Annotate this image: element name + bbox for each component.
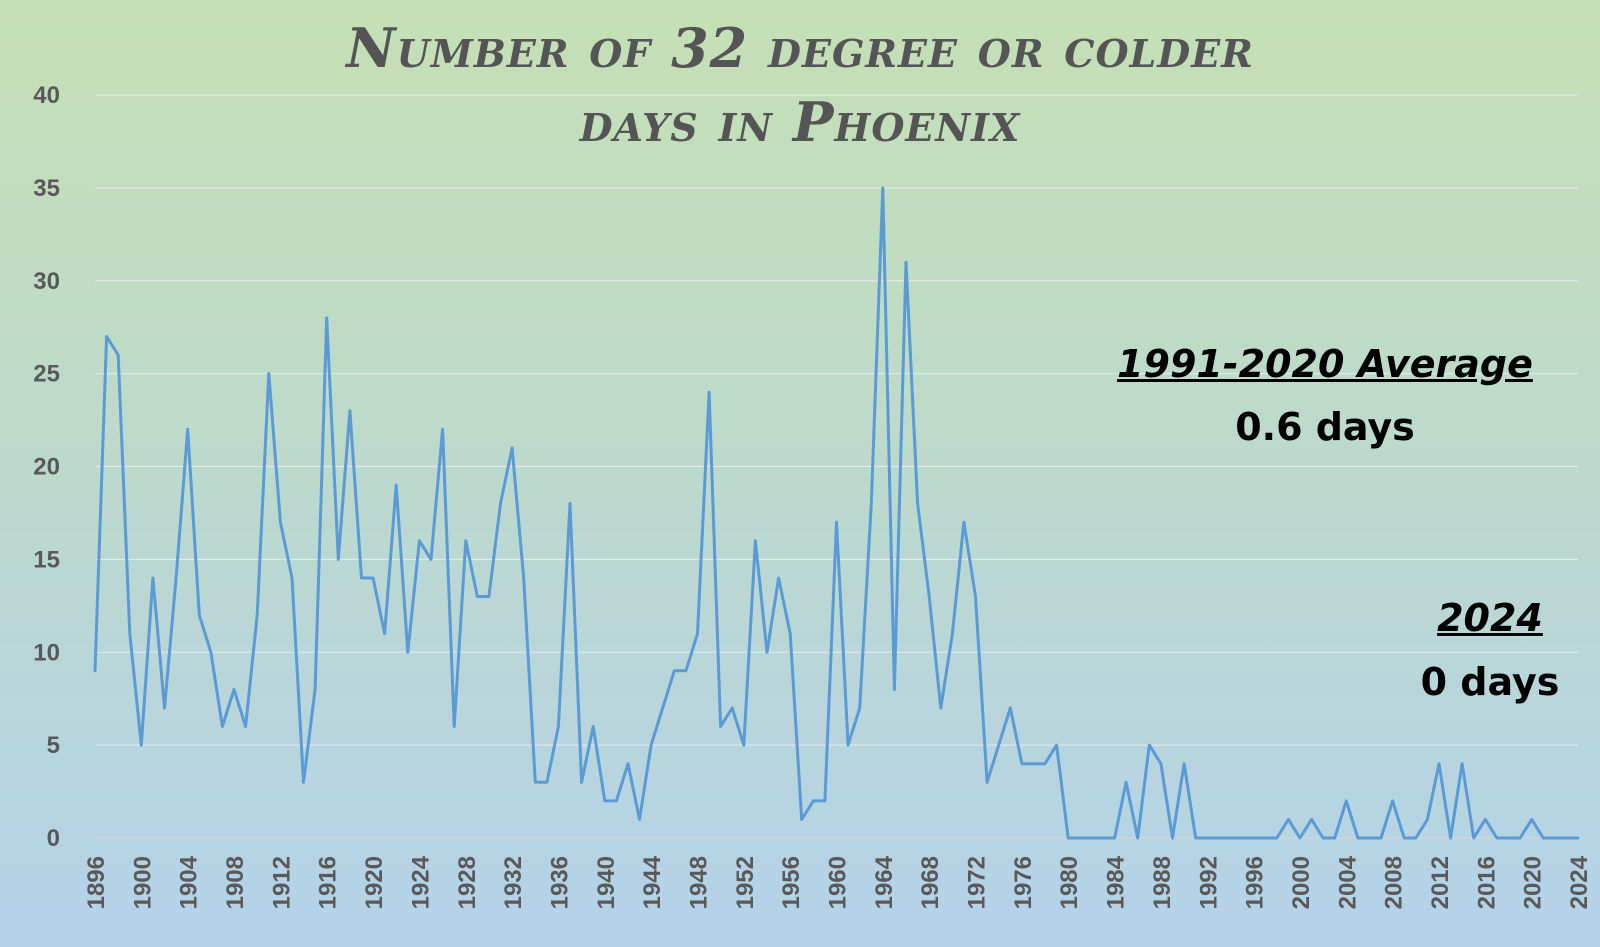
x-tick-label: 1912: [268, 856, 295, 909]
y-tick-label: 0: [47, 825, 60, 852]
x-tick-label: 2000: [1288, 856, 1315, 909]
x-tick-label: 1908: [222, 856, 249, 909]
chart-title-line-2: days in Phoenix: [579, 90, 1021, 154]
x-tick-label: 1992: [1195, 856, 1222, 909]
y-tick-label: 30: [33, 268, 60, 295]
average-annotation-value: 0.6 days: [1235, 405, 1415, 449]
y-tick-label: 20: [33, 454, 60, 481]
x-tick-label: 1988: [1149, 856, 1176, 909]
chart-title-line-1: Number of 32 degree or colder: [346, 16, 1254, 80]
gridlines: [95, 94, 1578, 839]
x-tick-label: 2004: [1334, 855, 1361, 909]
x-tick-label: 2008: [1381, 856, 1408, 909]
x-tick-label: 1972: [964, 856, 991, 909]
x-tick-label: 1920: [361, 856, 388, 909]
x-tick-label: 1940: [593, 856, 620, 909]
x-tick-label: 2012: [1427, 856, 1454, 909]
y-tick-label: 15: [33, 546, 60, 573]
x-tick-label: 1996: [1242, 856, 1269, 909]
y-tick-label: 5: [47, 732, 60, 759]
x-tick-label: 1932: [500, 856, 527, 909]
x-tick-label: 1968: [917, 856, 944, 909]
x-tick-label: 1904: [176, 855, 203, 909]
x-tick-label: 1964: [871, 855, 898, 909]
x-tick-label: 1924: [407, 855, 434, 909]
x-tick-label: 2016: [1473, 856, 1500, 909]
x-tick-label: 1956: [778, 856, 805, 909]
x-tick-label: 1900: [129, 856, 156, 909]
y-tick-label: 35: [33, 175, 60, 202]
current-year-annotation-heading: 2024: [1437, 596, 1543, 640]
x-tick-label: 1984: [1103, 855, 1130, 909]
x-tick-label: 1936: [546, 856, 573, 909]
average-annotation-heading: 1991-2020 Average: [1117, 342, 1533, 386]
x-tick-label: 1980: [1056, 856, 1083, 909]
y-tick-label: 10: [33, 639, 60, 666]
x-tick-label: 1948: [685, 856, 712, 909]
y-axis-ticks: 0 5 10 15 20 25 30 35 40: [33, 82, 60, 852]
x-axis-ticks: 1896 1900 1904 1908 1912 1916 1920 1924 1928 1932…: [83, 855, 1593, 909]
series-line: [93, 186, 1580, 840]
x-tick-label: 1976: [1010, 856, 1037, 909]
x-tick-label: 2020: [1520, 856, 1547, 909]
data-series: [93, 186, 1580, 840]
y-tick-label: 25: [33, 361, 60, 388]
x-tick-label: 1960: [825, 856, 852, 909]
x-tick-label: 1916: [315, 856, 342, 909]
current-year-annotation-value: 0 days: [1420, 660, 1560, 704]
x-tick-label: 2024: [1566, 855, 1593, 909]
x-tick-label: 1896: [83, 856, 110, 909]
x-tick-label: 1944: [639, 855, 666, 909]
x-tick-label: 1952: [732, 856, 759, 909]
y-tick-label: 40: [33, 82, 60, 109]
x-tick-label: 1928: [454, 856, 481, 909]
